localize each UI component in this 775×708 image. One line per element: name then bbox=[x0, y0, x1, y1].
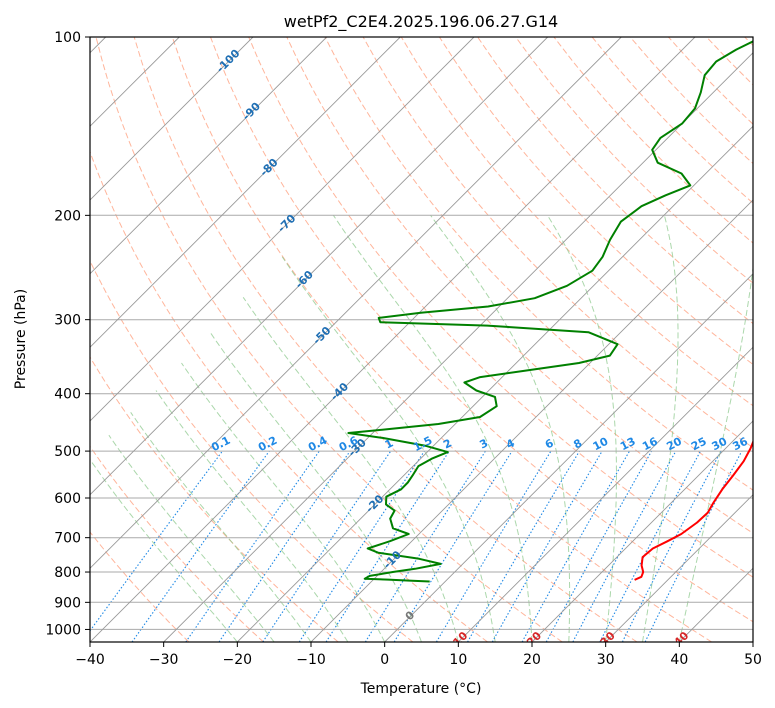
moist-adiabat-line bbox=[332, 215, 533, 642]
moist-adiabat-line bbox=[108, 434, 275, 642]
y-axis: 100 200 300 400 500 600 700 800 900 1000 bbox=[45, 30, 90, 638]
y-tick-label: 400 bbox=[54, 387, 81, 403]
isotherm-line bbox=[90, 37, 696, 642]
dry-adiabat-line bbox=[95, 37, 563, 642]
mixing-ratio-line bbox=[185, 450, 320, 642]
moist-adiabat-line bbox=[547, 215, 617, 642]
mixing-ratio-line bbox=[218, 450, 351, 642]
mixing-ratio-label: 30 bbox=[710, 435, 730, 454]
moist-adiabat-line bbox=[181, 362, 386, 642]
mixing-ratio-line bbox=[435, 450, 552, 642]
x-axis-label: Temperature (°C) bbox=[360, 681, 482, 697]
mixing-ratio-line bbox=[131, 450, 270, 642]
moist-adiabat-line bbox=[678, 264, 753, 642]
y-tick-label: 100 bbox=[54, 30, 81, 46]
mixing-ratio-label: 13 bbox=[618, 435, 638, 454]
isotherm-line bbox=[236, 125, 753, 642]
x-tick-label: 0 bbox=[380, 652, 389, 668]
dry-adiabat-line bbox=[90, 150, 488, 642]
isotherm-line bbox=[310, 199, 753, 642]
chart-title: wetPf2_C2E4.2025.196.06.27.G14 bbox=[284, 12, 558, 32]
isotherm-line bbox=[90, 37, 549, 496]
y-tick-label: 800 bbox=[54, 565, 81, 581]
dry-adiabat-line bbox=[210, 37, 753, 623]
plot-area: 0.1 0.2 0.4 0.6 1 1.5 2 3 4 6 8 10 13 16 20 25 30 36-100-… bbox=[90, 37, 753, 642]
isotherm-line bbox=[384, 273, 753, 642]
isotherm-gridlines bbox=[90, 37, 753, 642]
mixing-ratio-line bbox=[572, 450, 677, 642]
mixing-ratio-line bbox=[325, 450, 450, 642]
mixing-ratio-line bbox=[521, 450, 630, 642]
y-tick-label: 200 bbox=[54, 208, 81, 224]
dry-adiabat-line bbox=[90, 445, 264, 642]
temperature-profile bbox=[634, 439, 753, 581]
x-tick-label: 20 bbox=[523, 652, 541, 668]
mixing-ratio-label: 20 bbox=[664, 435, 684, 454]
dry-adiabat-line bbox=[438, 37, 753, 366]
dry-adiabat-line bbox=[133, 37, 638, 642]
isotherm-line bbox=[90, 37, 254, 201]
dewpoint-profile bbox=[347, 40, 753, 583]
mixing-ratio-line bbox=[90, 450, 223, 632]
isotherm-line bbox=[90, 37, 401, 348]
dry-adiabat-line bbox=[171, 37, 712, 642]
moist-adiabats bbox=[90, 215, 753, 642]
mixing-ratio-line bbox=[262, 450, 392, 642]
isotherm-line bbox=[90, 37, 622, 569]
dry-adiabats bbox=[90, 37, 753, 642]
isotherm-line bbox=[457, 346, 753, 642]
mixing-ratio-line bbox=[364, 450, 486, 642]
pressure-gridlines bbox=[90, 37, 753, 630]
dry-adiabat-line bbox=[248, 37, 753, 578]
mixing-ratio-line bbox=[298, 450, 425, 642]
y-tick-label: 1000 bbox=[45, 622, 81, 638]
x-tick-label: 40 bbox=[670, 652, 688, 668]
isotherm-line bbox=[90, 37, 328, 275]
moist-adiabat-line bbox=[155, 390, 349, 642]
y-tick-label: 500 bbox=[54, 444, 81, 460]
moist-adiabat-line bbox=[209, 331, 422, 642]
mixing-ratio-line bbox=[599, 450, 701, 642]
y-tick-label: 600 bbox=[54, 491, 81, 507]
y-tick-label: 300 bbox=[54, 313, 81, 329]
mixing-ratio-line bbox=[545, 450, 653, 642]
moist-adiabat-line bbox=[281, 256, 496, 642]
x-tick-label: 50 bbox=[744, 652, 762, 668]
dry-adiabat-line bbox=[400, 37, 753, 407]
mixing-ratio-label: 36 bbox=[730, 435, 750, 454]
isotherm-line bbox=[163, 52, 753, 642]
x-axis: −40 −30 −20 −10 0 10 20 30 40 50 bbox=[75, 642, 762, 668]
x-tick-label: 30 bbox=[597, 652, 615, 668]
y-axis-label: Pressure (hPa) bbox=[13, 289, 29, 389]
plot-frame bbox=[89, 36, 754, 643]
moist-adiabat-line bbox=[642, 215, 679, 642]
x-tick-label: −20 bbox=[223, 652, 253, 668]
mixing-ratio-line bbox=[621, 450, 722, 642]
y-tick-label: 900 bbox=[54, 595, 81, 611]
mixing-ratio-label: 25 bbox=[689, 435, 709, 454]
x-tick-label: −10 bbox=[296, 652, 326, 668]
moist-adiabat-line bbox=[90, 458, 238, 642]
x-tick-label: 10 bbox=[449, 652, 467, 668]
isotherm-line bbox=[90, 37, 475, 422]
x-tick-label: −40 bbox=[75, 652, 105, 668]
mixing-ratio-label: 16 bbox=[640, 435, 660, 454]
isotherm-line bbox=[605, 494, 753, 642]
mixing-ratio-label: 10 bbox=[591, 435, 611, 454]
isotherm-line bbox=[531, 420, 753, 642]
y-tick-label: 700 bbox=[54, 531, 81, 547]
moist-adiabat-line bbox=[242, 297, 459, 642]
sounding-profiles bbox=[347, 40, 753, 583]
dry-adiabat-line bbox=[90, 531, 190, 642]
dry-adiabat-line bbox=[515, 37, 753, 284]
x-tick-label: −30 bbox=[149, 652, 179, 668]
